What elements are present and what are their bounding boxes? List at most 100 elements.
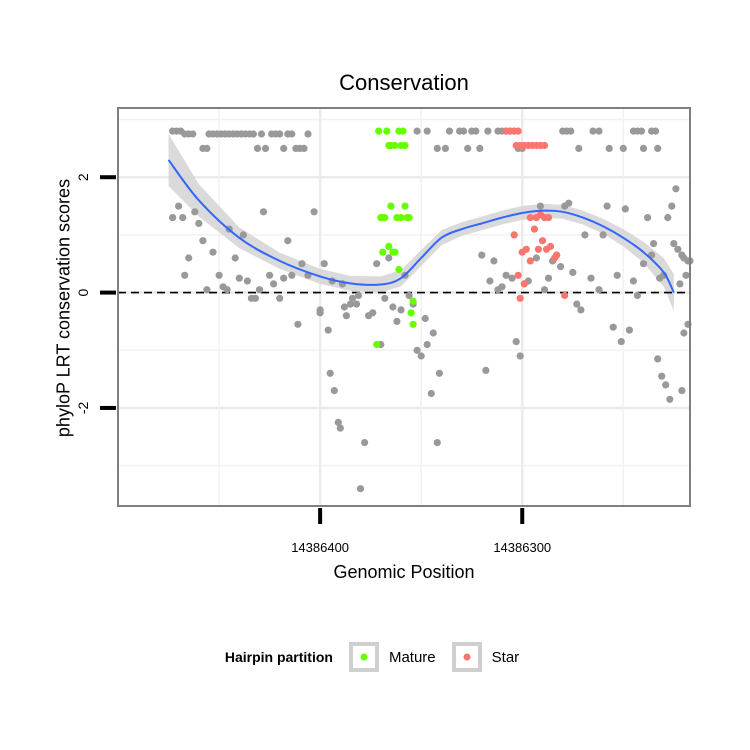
y-tick-label: 2 [75, 173, 91, 181]
data-point-mature [379, 248, 387, 256]
x-tick-label: 14386400 [291, 540, 349, 555]
legend-swatch-mature [360, 653, 368, 661]
data-point-other [498, 283, 506, 291]
data-point-star [546, 242, 555, 250]
data-point-other [502, 271, 510, 279]
data-point-other [413, 127, 421, 135]
data-point-other [433, 144, 441, 152]
data-point-other [581, 231, 589, 239]
data-point-other [276, 294, 284, 302]
data-point-other [255, 286, 264, 294]
data-point-other [336, 424, 344, 432]
data-point-star [520, 280, 528, 288]
data-point-other [658, 372, 666, 380]
data-point-other [169, 214, 177, 222]
data-point-other [243, 277, 251, 285]
data-point-other [413, 346, 421, 354]
data-point-other [340, 303, 348, 311]
series-star [502, 127, 569, 302]
data-point-other [460, 127, 468, 135]
data-point-other [508, 274, 516, 282]
data-point-mature [383, 127, 391, 135]
data-point-other [298, 260, 306, 268]
data-point-other [577, 306, 585, 314]
data-point-other [484, 127, 492, 135]
data-point-other [330, 387, 338, 395]
data-point-other [595, 127, 603, 135]
data-point-other [605, 144, 613, 152]
data-point-other [316, 309, 324, 317]
data-point-star [526, 257, 534, 265]
data-point-other [195, 219, 203, 227]
legend-title: Hairpin partition [224, 649, 333, 665]
data-point-other [565, 199, 573, 207]
data-point-other [672, 185, 680, 193]
data-point-other [191, 208, 199, 216]
data-point-other [320, 260, 328, 268]
data-point-other [300, 144, 308, 152]
data-point-other [670, 240, 678, 248]
data-point-other [354, 291, 363, 300]
data-point-other [251, 294, 259, 302]
data-point-other [613, 271, 621, 279]
data-point-other [654, 355, 662, 363]
data-point-mature [387, 202, 395, 210]
data-point-other [569, 268, 577, 276]
data-point-other [231, 254, 239, 262]
data-point-other [472, 127, 480, 135]
data-point-other [625, 326, 634, 334]
data-point-other [512, 338, 520, 346]
y-axis-label: phyloP LRT conservation scores [53, 178, 74, 438]
data-point-other [540, 286, 549, 294]
data-point-other [639, 144, 648, 152]
data-point-other [478, 251, 486, 259]
data-point-other [276, 130, 284, 138]
data-point-other [235, 274, 243, 282]
data-point-other [257, 130, 266, 138]
data-point-other [421, 314, 429, 323]
data-point-other [654, 144, 662, 152]
data-point-other [310, 208, 318, 216]
data-point-star [553, 251, 561, 259]
data-point-other [575, 144, 583, 152]
data-point-other [536, 202, 545, 210]
data-point-other [589, 127, 597, 135]
data-point-other [676, 280, 684, 288]
data-point-other [280, 144, 288, 152]
legend-swatch-star [463, 653, 471, 661]
data-point-other [405, 291, 413, 300]
data-point-mature [405, 214, 413, 222]
data-point-other [334, 418, 342, 426]
data-point-other [203, 144, 211, 152]
data-point-other [486, 277, 494, 285]
data-point-other [678, 387, 686, 395]
data-point-other [288, 271, 296, 279]
data-point-other [270, 280, 278, 288]
data-point-star [530, 225, 539, 233]
data-point-other [203, 286, 211, 294]
data-point-other [629, 277, 638, 285]
legend-key-mature [348, 642, 379, 672]
data-point-other [482, 366, 490, 374]
data-point-star [514, 127, 522, 135]
data-point-other [464, 144, 472, 152]
data-point-other [490, 257, 498, 265]
data-point-other [346, 300, 354, 308]
data-point-mature [401, 202, 409, 210]
data-point-star [516, 294, 524, 302]
data-point-other [361, 439, 369, 447]
data-point-other [393, 317, 401, 325]
data-point-other [544, 274, 553, 282]
data-point-other [599, 231, 607, 239]
data-point-other [617, 338, 625, 346]
data-point-other [650, 240, 658, 248]
data-point-other [326, 369, 334, 377]
data-point-mature [385, 242, 393, 250]
data-point-star [514, 271, 522, 279]
data-point-other [621, 205, 629, 213]
data-point-other [476, 144, 484, 152]
data-point-other [633, 291, 642, 300]
data-point-star [540, 141, 549, 150]
